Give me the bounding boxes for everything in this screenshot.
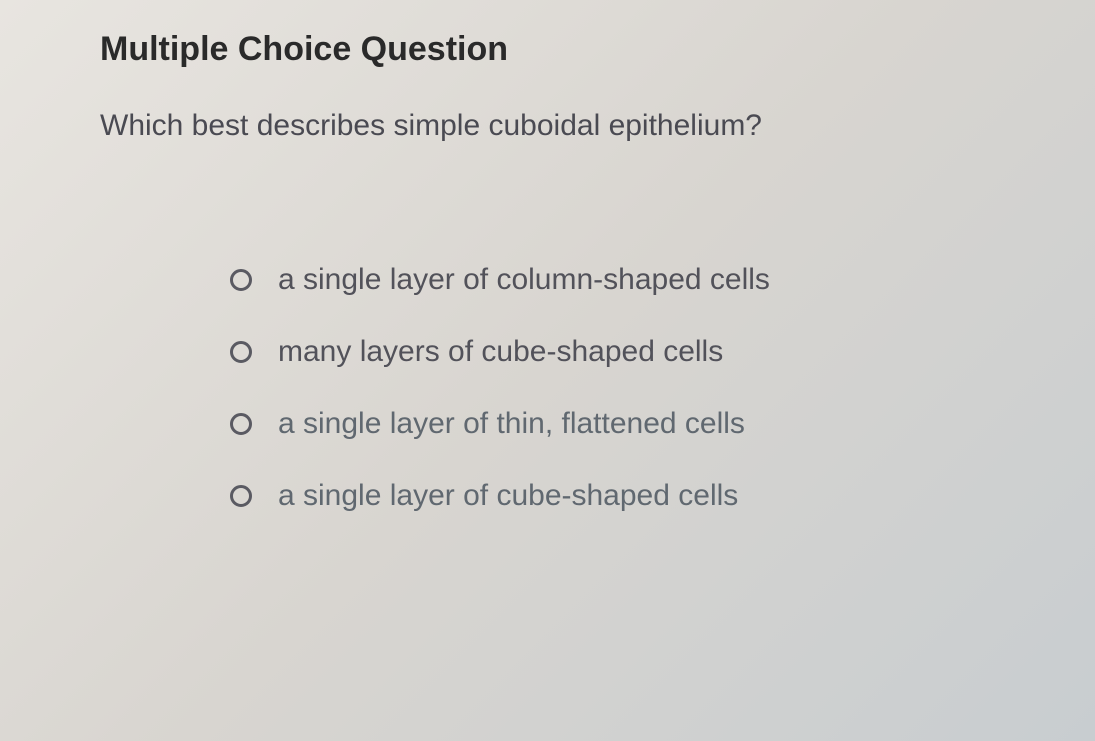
option-label: a single layer of column-shaped cells [278, 263, 770, 297]
option-1[interactable]: many layers of cube-shaped cells [230, 335, 995, 369]
option-0[interactable]: a single layer of column-shaped cells [230, 263, 995, 297]
option-3[interactable]: a single layer of cube-shaped cells [230, 479, 995, 513]
radio-icon [230, 413, 252, 435]
radio-icon [230, 269, 252, 291]
question-container: Multiple Choice Question Which best desc… [100, 20, 995, 513]
option-2[interactable]: a single layer of thin, flattened cells [230, 407, 995, 441]
option-label: many layers of cube-shaped cells [278, 335, 723, 369]
question-heading: Multiple Choice Question [100, 30, 995, 69]
radio-icon [230, 485, 252, 507]
options-list: a single layer of column-shaped cells ma… [100, 263, 995, 513]
radio-icon [230, 341, 252, 363]
option-label: a single layer of thin, flattened cells [278, 407, 745, 441]
option-label: a single layer of cube-shaped cells [278, 479, 738, 513]
question-prompt: Which best describes simple cuboidal epi… [100, 109, 995, 143]
